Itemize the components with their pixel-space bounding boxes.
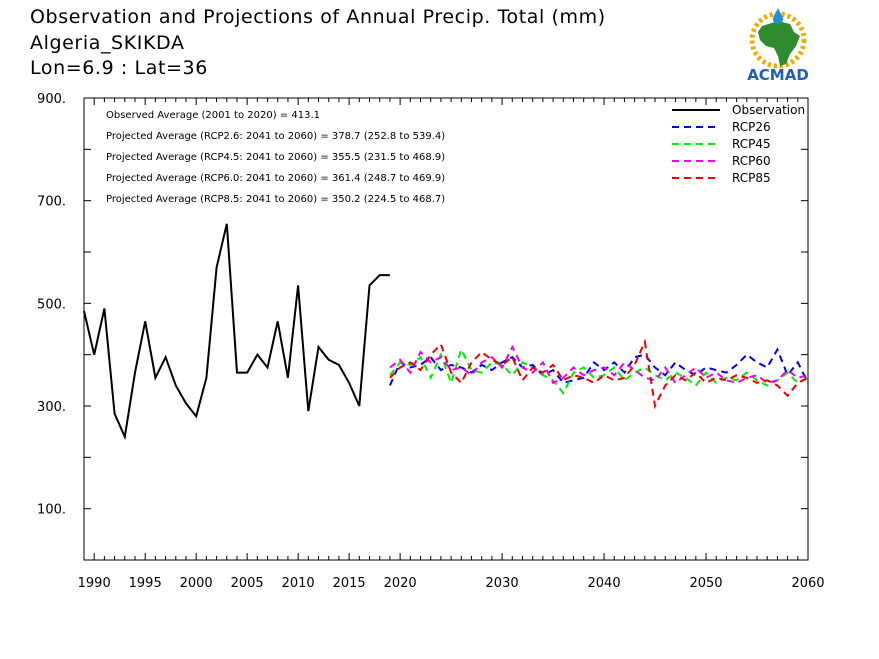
series-line-observation <box>83 223 390 441</box>
x-tick-label: 2010 <box>282 576 315 591</box>
water-drop-icon <box>773 8 783 24</box>
annotations: Observed Average (2001 to 2020) = 413.1 P… <box>106 110 445 205</box>
x-tick-label: 1995 <box>129 576 162 591</box>
y-tick-label: 900. <box>37 92 66 107</box>
x-tick-label: 2050 <box>689 576 722 591</box>
x-tick-label: 2015 <box>333 576 366 591</box>
plot-frame <box>83 97 809 561</box>
y-tick-label: 100. <box>37 503 66 518</box>
legend-label-observation: Observation <box>732 103 805 117</box>
series-line-rcp26 <box>388 347 809 386</box>
axis-ticks: 100. 300. 500. 700. 900. 1990 1995 2000 2005 2010… <box>37 92 825 591</box>
africa-map-icon <box>758 21 800 66</box>
series-line-rcp85 <box>389 338 809 410</box>
x-tick-label: 2060 <box>791 576 824 591</box>
y-tick-label: 700. <box>37 195 66 210</box>
chart-title: Observation and Projections of Annual Pr… <box>30 6 606 28</box>
legend-label-rcp85: RCP85 <box>732 171 771 185</box>
x-tick-label: 1990 <box>78 576 111 591</box>
legend-label-rcp45: RCP45 <box>732 137 771 151</box>
y-tick-label: 300. <box>37 400 66 415</box>
location-label: Algeria_SKIKDA <box>30 32 185 54</box>
acmad-logo: ACMAD <box>747 8 809 84</box>
x-tick-label: 2020 <box>384 576 417 591</box>
x-tick-label: 2040 <box>588 576 621 591</box>
annotation-text: Projected Average (RCP4.5: 2041 to 2060)… <box>106 152 445 163</box>
y-tick-label: 500. <box>37 297 66 312</box>
legend-label-rcp60: RCP60 <box>732 154 771 168</box>
annotation-text: Projected Average (RCP2.6: 2041 to 2060)… <box>106 131 445 142</box>
legend-label-rcp26: RCP26 <box>732 120 771 134</box>
x-tick-label: 2000 <box>180 576 213 591</box>
x-tick-label: 2030 <box>486 576 519 591</box>
x-tick-label: 2005 <box>231 576 264 591</box>
coordinates-label: Lon=6.9 : Lat=36 <box>30 57 208 79</box>
logo-text: ACMAD <box>747 66 809 84</box>
annotation-text: Projected Average (RCP8.5: 2041 to 2060)… <box>106 194 445 205</box>
annotation-text: Projected Average (RCP6.0: 2041 to 2060)… <box>106 173 445 184</box>
series-lines <box>83 223 809 441</box>
series-line-rcp45 <box>389 346 809 396</box>
legend: Observation RCP26 RCP45 RCP60 RCP85 <box>672 103 805 185</box>
annotation-text: Observed Average (2001 to 2020) = 413.1 <box>106 110 320 121</box>
plot-axes <box>83 97 809 561</box>
